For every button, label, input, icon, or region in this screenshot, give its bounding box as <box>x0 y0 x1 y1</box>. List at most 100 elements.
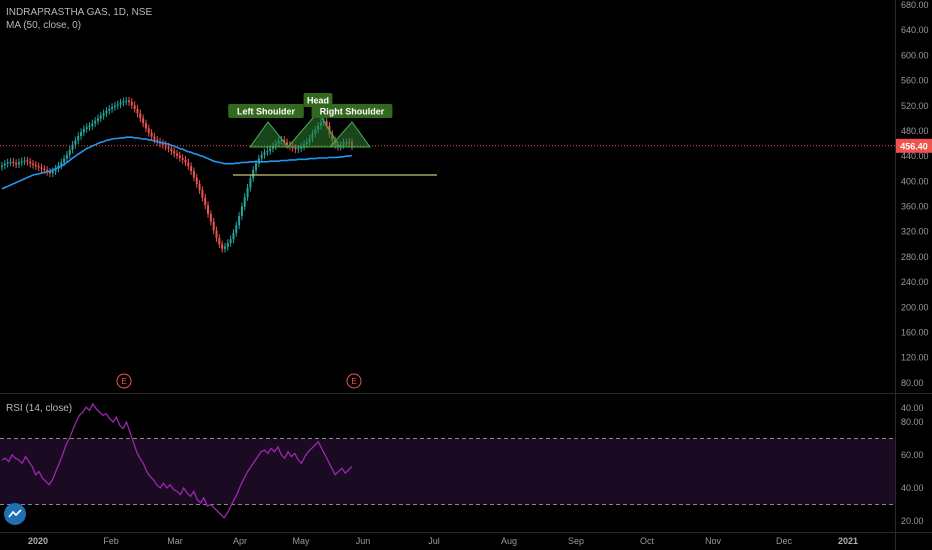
candle-body <box>23 160 26 162</box>
rsi-tick-label: 80.00 <box>901 417 924 427</box>
candle-body <box>260 154 263 159</box>
rsi-tick-label: 40.00 <box>901 483 924 493</box>
candle-body <box>9 161 12 163</box>
candle-body <box>181 158 184 160</box>
pattern-label-box <box>311 104 393 118</box>
candle-body <box>136 108 139 114</box>
candle-body <box>130 101 133 106</box>
price-tick-label: 360.00 <box>901 202 929 212</box>
candle-body <box>226 243 229 247</box>
time-tick-label: Nov <box>705 536 722 546</box>
candle-body <box>195 177 198 184</box>
price-tick-label: 80.00 <box>901 378 924 388</box>
price-tick-label: 400.00 <box>901 176 929 186</box>
candle-body <box>99 115 102 119</box>
candle-body <box>43 168 46 170</box>
price-tick-label: 120.00 <box>901 353 929 363</box>
last-price-value: 456.40 <box>900 141 928 151</box>
earnings-marker <box>116 373 132 389</box>
pattern-label: Right Shoulder <box>320 107 385 117</box>
candle-body <box>243 197 246 207</box>
candle-body <box>96 118 99 121</box>
candle-body <box>223 246 226 249</box>
candle-body <box>85 127 88 130</box>
price-tick-label: 440.00 <box>901 151 929 161</box>
time-tick-label: Feb <box>103 536 119 546</box>
price-tick-label: 280.00 <box>901 252 929 262</box>
price-tick-label: 600.00 <box>901 50 929 60</box>
candle-body <box>12 161 15 164</box>
candle-body <box>300 146 303 149</box>
candle-body <box>37 166 40 168</box>
price-tick-label: 640.00 <box>901 25 929 35</box>
candle-body <box>147 128 150 133</box>
candle-body <box>91 123 94 126</box>
price-tick-label: 680.00 <box>901 0 929 10</box>
candle-body <box>173 151 176 154</box>
candle-body <box>71 144 74 150</box>
candle-body <box>139 113 142 119</box>
candle-body <box>111 107 114 109</box>
candle-body <box>113 105 116 108</box>
price-tick-label: 200.00 <box>901 302 929 312</box>
candle-body <box>51 171 54 174</box>
candle-body <box>190 166 193 172</box>
earnings-marker-label: E <box>121 377 126 386</box>
candle-body <box>122 101 125 103</box>
candle-body <box>297 148 300 150</box>
rsi-tick-label: 20.00 <box>901 516 924 526</box>
candle-body <box>144 123 147 129</box>
time-tick-label: Sep <box>568 536 584 546</box>
candle-body <box>198 183 201 191</box>
candle-body <box>80 132 83 136</box>
candle-body <box>150 132 153 137</box>
time-tick-label: Mar <box>167 536 183 546</box>
candle-body <box>65 154 68 159</box>
last-price-badge <box>896 138 932 153</box>
candle-body <box>63 158 66 163</box>
time-tick-label: Apr <box>233 536 247 546</box>
candle-body <box>40 167 43 169</box>
candle-body <box>17 162 20 165</box>
candle-body <box>178 155 181 159</box>
candle-body <box>20 161 23 163</box>
candle-body <box>209 214 212 222</box>
candle-body <box>108 108 111 111</box>
candle-body <box>3 163 6 166</box>
candle-body <box>54 168 57 172</box>
candle-body <box>232 232 235 240</box>
candle-body <box>1 165 3 167</box>
candle-body <box>77 135 80 141</box>
candle-body <box>176 153 178 156</box>
candle-body <box>48 171 51 174</box>
candle-body <box>235 225 238 233</box>
price-tick-label: 480.00 <box>901 126 929 136</box>
candle-body <box>286 142 289 145</box>
price-tick-label: 160.00 <box>901 327 929 337</box>
candle-body <box>240 206 243 216</box>
candle-body <box>128 100 131 102</box>
rsi-legend[interactable]: RSI (14, close) <box>6 403 73 414</box>
candle-body <box>187 162 190 167</box>
price-tick-label: 240.00 <box>901 277 929 287</box>
tradingview-logo-icon[interactable] <box>4 503 26 525</box>
symbol-legend[interactable]: INDRAPRASTHA GAS, 1D, NSE <box>6 7 153 18</box>
candle-body <box>238 215 241 226</box>
candle-body <box>26 160 29 162</box>
candle-body <box>263 152 266 155</box>
candle-body <box>218 237 221 245</box>
candle-body <box>102 113 105 116</box>
pattern-label: Head <box>307 96 329 106</box>
time-tick-label: Jun <box>356 536 371 546</box>
price-tick-label: 560.00 <box>901 76 929 86</box>
candle-body <box>105 110 108 114</box>
ma-legend[interactable]: MA (50, close, 0) <box>6 20 82 31</box>
time-tick-label: 2020 <box>28 536 48 546</box>
candle-body <box>192 171 195 178</box>
candle-body <box>29 161 32 164</box>
candle-body <box>184 159 187 163</box>
candle-body <box>94 120 97 124</box>
candle-body <box>88 125 91 128</box>
candle-body <box>153 136 156 140</box>
